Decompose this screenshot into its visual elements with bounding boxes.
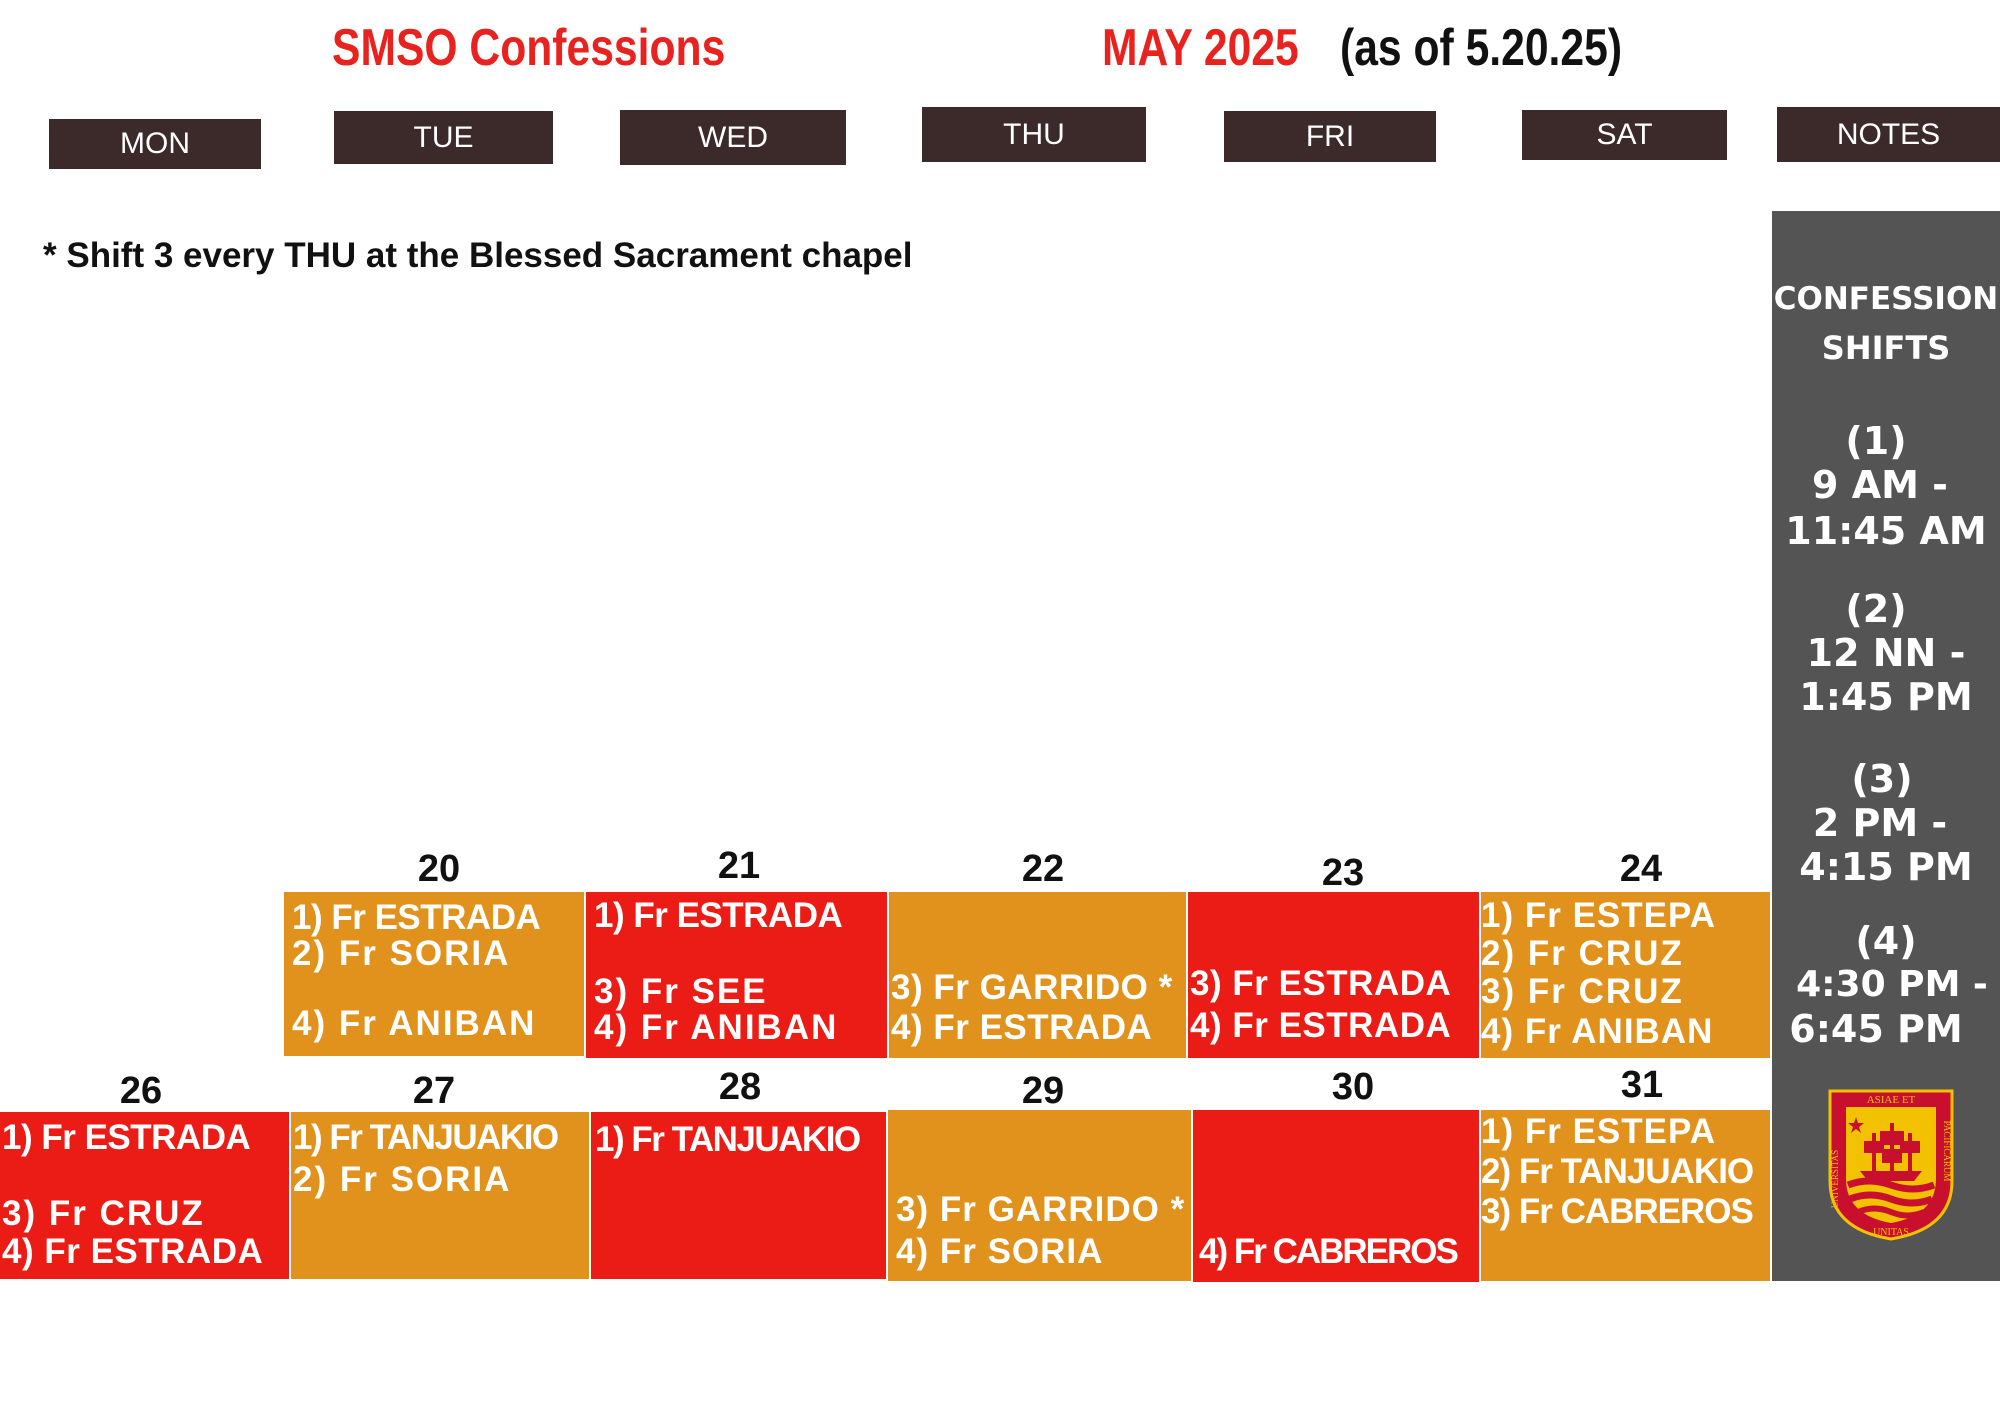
shift-entry: 1) Fr ESTRADA (292, 898, 541, 937)
day-cell-20: 1) Fr ESTRADA 2) Fr SORIA 4) Fr ANIBAN (284, 892, 584, 1056)
shift-entry: 3) Fr GARRIDO * (896, 1190, 1186, 1229)
seal-text-bottom: UNITAS (1873, 1227, 1909, 1238)
shift-entry: 3) Fr GARRIDO * (891, 968, 1173, 1007)
shift-entry: 1) Fr ESTEPA (1481, 1112, 1717, 1151)
as-of-label: (as of 5.20.25) (1340, 19, 1623, 77)
day-cell-28: 1) Fr TANJUAKIO (591, 1112, 886, 1279)
shift-number: (1) (1845, 419, 1907, 463)
page-title: SMSO Confessions (332, 19, 726, 77)
day-number-26: 26 (119, 1070, 163, 1112)
shift-number: (2) (1845, 587, 1907, 631)
day-cell-22: 3) Fr GARRIDO * 4) Fr ESTRADA (889, 892, 1186, 1058)
shift-entry: 4) Fr ANIBAN (1481, 1012, 1714, 1051)
day-number-22: 22 (1021, 848, 1065, 890)
shift-entry: 4) Fr ANIBAN (594, 1008, 839, 1047)
university-seal-logo: ASIAE ET UNITAS UNIVERSITAS PACIFICARUM (1828, 1089, 1954, 1241)
shift-entry: 2) Fr CRUZ (1481, 934, 1684, 973)
shift-start: 4:30 PM - (1796, 964, 1988, 1005)
shift-entry: 3) Fr CABREROS (1481, 1192, 1754, 1231)
day-cell-23: 3) Fr ESTRADA 4) Fr ESTRADA (1188, 892, 1479, 1058)
shift-end: 1:45 PM (1799, 675, 1973, 719)
notes-panel: CONFESSION SHIFTS (1) 9 AM - 11:45 AM (2… (1772, 211, 2000, 1281)
day-cell-29: 3) Fr GARRIDO * 4) Fr SORIA (888, 1110, 1191, 1281)
day-header-mon: MON (49, 119, 261, 169)
day-number-20: 20 (417, 848, 461, 890)
day-cell-31: 1) Fr ESTEPA 2) Fr TANJUAKIO 3) Fr CABRE… (1481, 1110, 1770, 1281)
shift-entry: 3) Fr ESTRADA (1190, 964, 1452, 1003)
month-label: MAY 2025 (1102, 19, 1299, 77)
shift-end: 11:45 AM (1785, 509, 1987, 553)
day-number-23: 23 (1321, 852, 1365, 894)
day-cell-27: 1) Fr TANJUAKIO 2) Fr SORIA (291, 1112, 589, 1279)
shift-start: 9 AM - (1812, 463, 1948, 507)
day-header-thu: THU (922, 107, 1146, 162)
shift-entry: 1) Fr ESTRADA (2, 1118, 251, 1157)
shift-entry: 1) Fr ESTEPA (1481, 896, 1717, 935)
day-cell-24: 1) Fr ESTEPA 2) Fr CRUZ 3) Fr CRUZ 4) Fr… (1481, 892, 1770, 1058)
shift-entry: 2) Fr TANJUAKIO (1481, 1152, 1754, 1191)
shift-start: 2 PM - (1812, 801, 1948, 845)
day-number-30: 30 (1331, 1066, 1375, 1108)
day-header-sat: SAT (1522, 110, 1727, 160)
shift-entry: 4) Fr ESTRADA (1190, 1006, 1452, 1045)
shift-entry: 4) Fr ESTRADA (2, 1232, 264, 1271)
shift-entry: 4) Fr ESTRADA (891, 1008, 1153, 1047)
day-cell-30: 4) Fr CABREROS (1193, 1110, 1479, 1282)
day-number-24: 24 (1619, 848, 1663, 890)
day-number-27: 27 (412, 1070, 456, 1112)
seal-text-right: PACIFICARUM (1942, 1121, 1952, 1182)
shift-end: 4:15 PM (1799, 845, 1973, 889)
seal-text-top: ASIAE ET (1867, 1094, 1916, 1106)
shift-entry: 4) Fr SORIA (896, 1232, 1104, 1271)
day-cell-21: 1) Fr ESTRADA 3) Fr SEE 4) Fr ANIBAN (586, 892, 887, 1058)
day-header-fri: FRI (1224, 111, 1436, 162)
seal-text-left: UNIVERSITAS (1830, 1150, 1840, 1208)
day-number-29: 29 (1021, 1070, 1065, 1112)
shift-entry: 3) Fr SEE (594, 972, 768, 1011)
shift-number: (3) (1851, 757, 1913, 801)
day-number-21: 21 (717, 845, 761, 887)
day-cell-26: 1) Fr ESTRADA 3) Fr CRUZ 4) Fr ESTRADA (0, 1112, 289, 1279)
shift-entry: 3) Fr CRUZ (1481, 972, 1684, 1011)
day-header-wed: WED (620, 110, 846, 165)
day-header-tue: TUE (334, 111, 553, 164)
seal-icon: ASIAE ET UNITAS UNIVERSITAS PACIFICARUM (1828, 1089, 1954, 1241)
shift-entry: 2) Fr SORIA (293, 1160, 512, 1199)
day-number-28: 28 (718, 1066, 762, 1108)
day-header-notes: NOTES (1777, 107, 2000, 162)
shift-end: 6:45 PM (1789, 1007, 1963, 1051)
shift-entry: 2) Fr SORIA (292, 934, 511, 973)
thursday-note: * Shift 3 every THU at the Blessed Sacra… (43, 236, 913, 275)
shift-entry: 4) Fr ANIBAN (292, 1004, 537, 1043)
shift-start: 12 NN - (1806, 631, 1966, 675)
shift-entry: 1) Fr ESTRADA (594, 896, 843, 935)
shift-entry: 1) Fr TANJUAKIO (293, 1118, 559, 1157)
day-number-31: 31 (1620, 1064, 1664, 1106)
notes-heading-1: CONFESSION (1773, 281, 1999, 317)
shift-entry: 4) Fr CABREROS (1199, 1232, 1459, 1271)
shift-number: (4) (1855, 919, 1917, 963)
shift-entry: 1) Fr TANJUAKIO (595, 1120, 861, 1159)
shift-entry: 3) Fr CRUZ (2, 1194, 205, 1233)
notes-heading-2: SHIFTS (1821, 329, 1951, 367)
